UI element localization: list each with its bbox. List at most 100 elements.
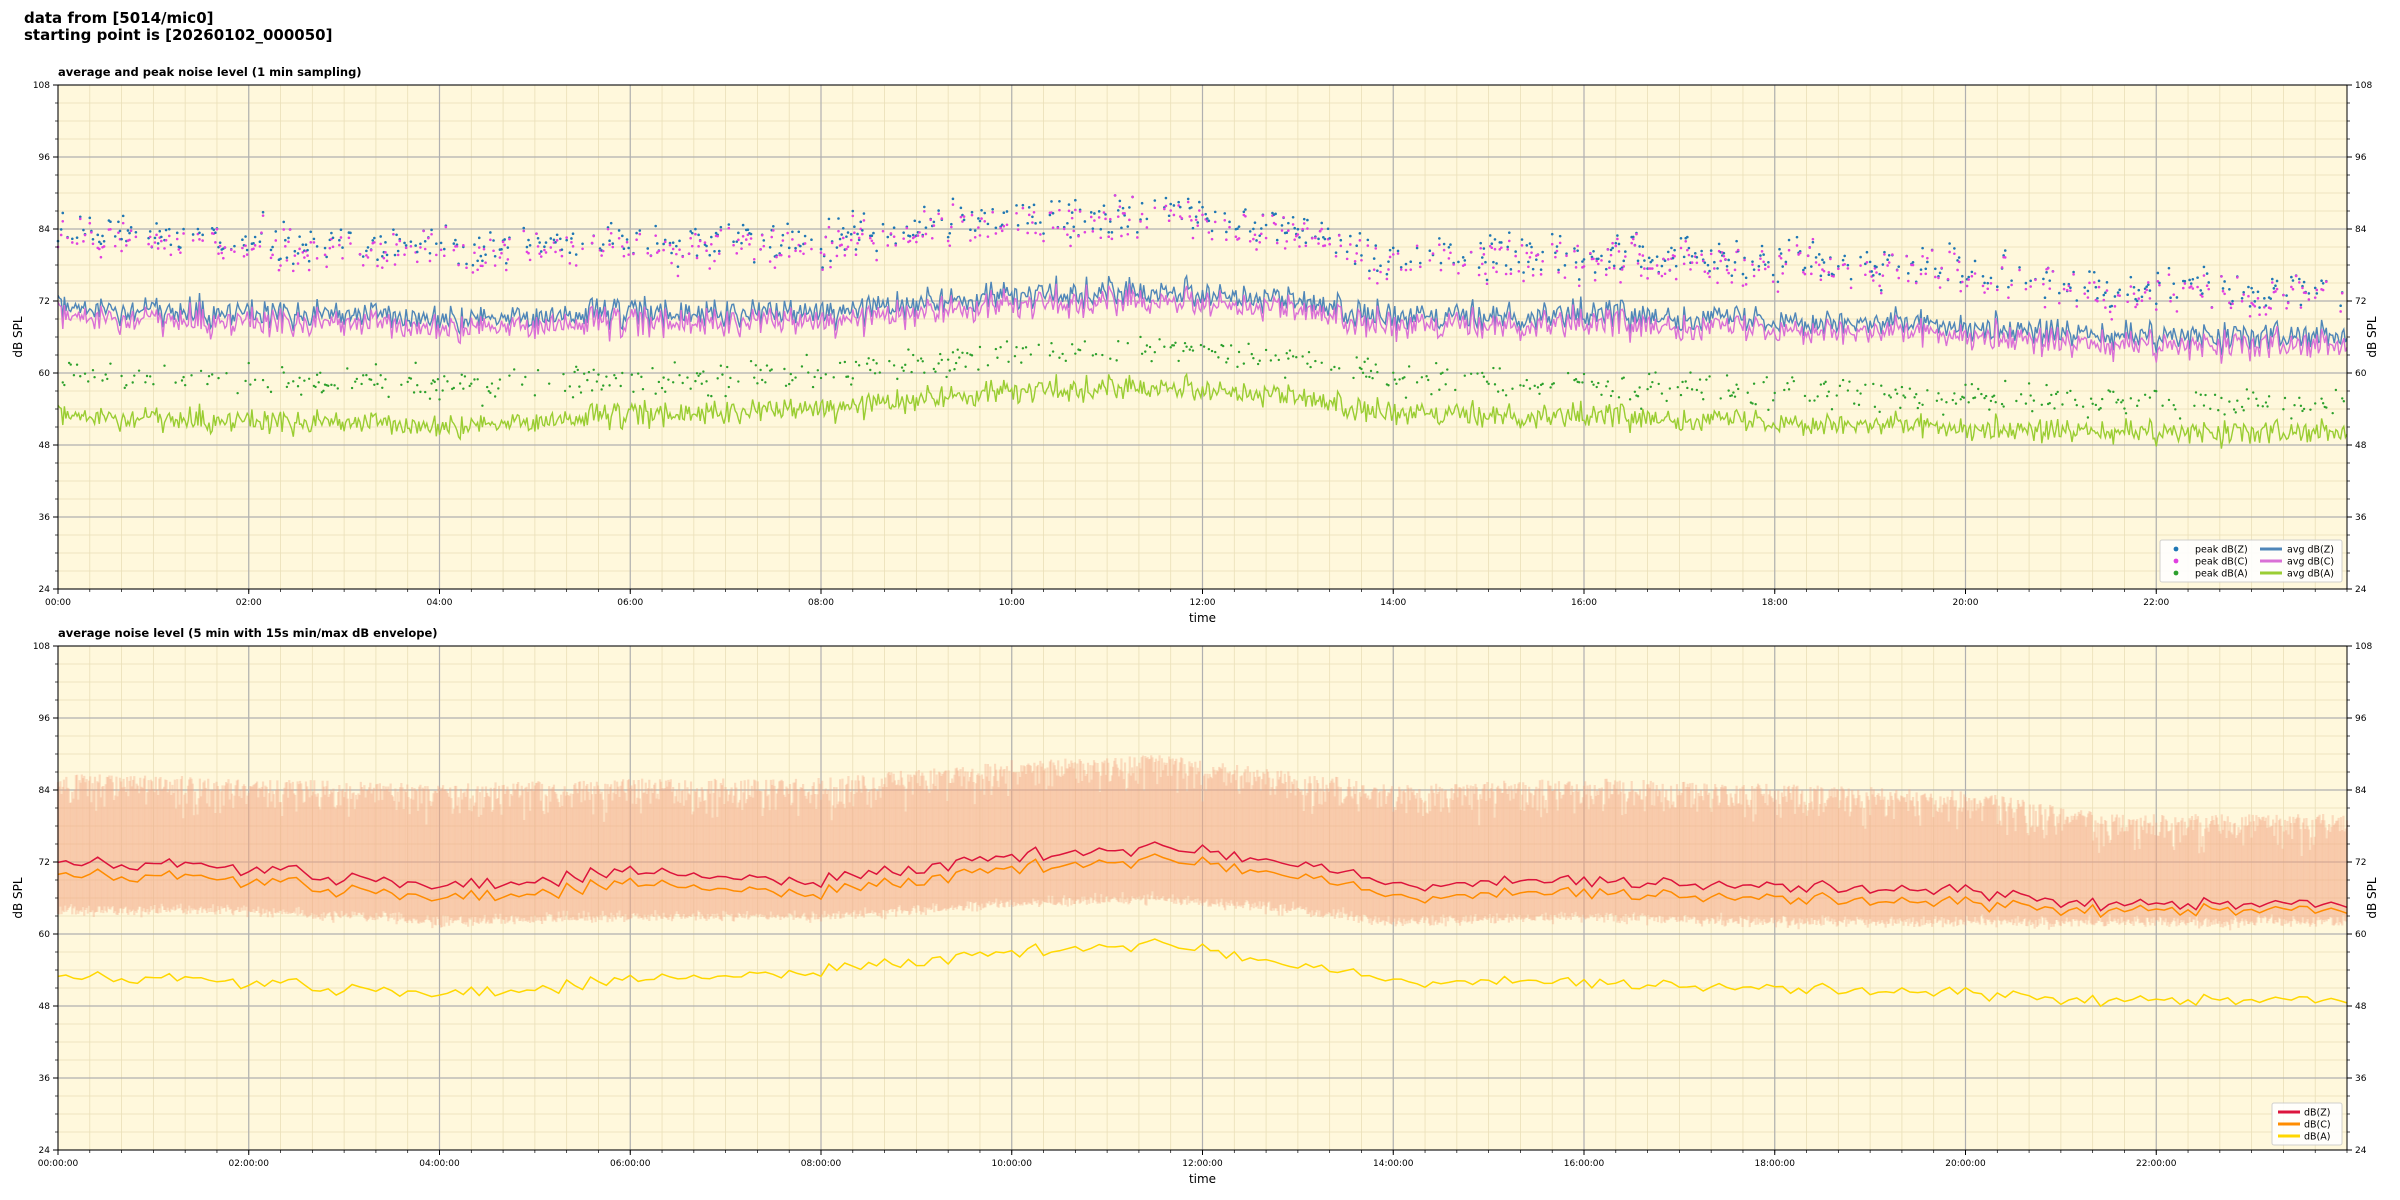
line-dbz	[57, 841, 2348, 912]
peak-dbz-point	[1517, 260, 1521, 264]
peak-dbc-point	[535, 232, 538, 235]
peak-dba-point	[700, 382, 703, 385]
x-tick-label: 10:00	[999, 598, 1025, 608]
peak-dbz-point	[2057, 291, 2061, 295]
x-tick-label: 18:00:00	[1755, 1159, 1796, 1169]
peak-dbc-point	[924, 232, 928, 236]
peak-dbz-point	[543, 245, 546, 249]
peak-dba-point	[1822, 382, 1826, 385]
peak-dbc-point	[886, 244, 890, 247]
peak-dba-point	[493, 395, 497, 398]
peak-dba-point	[2240, 405, 2244, 409]
peak-dbc-point	[1577, 284, 1581, 288]
peak-dbc-point	[75, 242, 79, 245]
peak-dbc-point	[233, 250, 236, 253]
peak-dbz-point	[2313, 286, 2317, 290]
peak-dbc-point	[1608, 266, 1611, 270]
peak-dbz-point	[396, 249, 400, 253]
peak-dba-point	[244, 379, 247, 383]
peak-dbc-point	[670, 261, 673, 265]
peak-dbz-point	[1706, 263, 1710, 267]
peak-dbz-point	[1228, 220, 1231, 224]
peak-dba-point	[721, 373, 724, 376]
peak-dbc-point	[1287, 229, 1290, 232]
peak-dbz-point	[986, 222, 990, 226]
peak-dbc-point	[632, 252, 635, 256]
peak-dba-point	[1992, 394, 1996, 397]
peak-dba-point	[1476, 372, 1479, 375]
peak-dba-point	[1736, 387, 1740, 391]
peak-dba-point	[1538, 392, 1541, 395]
peak-dba-point	[1689, 371, 1692, 374]
peak-dbc-point	[1563, 276, 1567, 279]
peak-dba-point	[1552, 382, 1555, 385]
peak-dba-point	[287, 381, 290, 385]
peak-dba-point	[875, 362, 878, 365]
peak-dba-point	[1371, 377, 1374, 380]
peak-dba-point	[2121, 399, 2125, 402]
peak-dbc-point	[717, 252, 721, 256]
peak-dba-point	[1751, 402, 1754, 405]
peak-dbc-point	[708, 267, 712, 270]
peak-dbz-point	[1717, 242, 1721, 246]
peak-dbc-point	[369, 248, 373, 252]
peak-dbz-point	[1592, 250, 1595, 253]
peak-dbc-point	[1120, 234, 1123, 238]
peak-dbc-point	[214, 241, 217, 244]
peak-dbc-point	[1015, 211, 1018, 215]
peak-dba-point	[737, 380, 740, 383]
y-tick-label: 108	[33, 81, 50, 91]
peak-dbc-point	[2169, 299, 2172, 303]
peak-dbc-point	[1593, 278, 1597, 282]
x-tick-label: 14:00	[1380, 598, 1406, 608]
line-dba	[57, 938, 2348, 1008]
peak-dba-point	[576, 368, 579, 372]
peak-dbc-point	[1795, 244, 1799, 247]
peak-dba-point	[452, 386, 456, 390]
peak-dbc-point	[1507, 239, 1511, 243]
peak-dbz-point	[1868, 260, 1872, 264]
peak-dbc-point	[1415, 244, 1419, 248]
peak-dbc-point	[2298, 281, 2301, 284]
peak-dbc-point	[841, 236, 845, 240]
peak-dbc-point	[1619, 281, 1622, 284]
peak-dba-point	[319, 371, 322, 374]
peak-dbc-point	[258, 245, 262, 248]
peak-dbz-point	[1624, 250, 1627, 253]
legend-label: peak dB(A)	[2195, 569, 2248, 580]
peak-dba-point	[1277, 358, 1281, 362]
peak-dba-point	[1959, 398, 1962, 401]
peak-dbc-point	[1926, 256, 1929, 260]
peak-dbz-point	[689, 230, 692, 233]
peak-dbc-point	[1895, 269, 1899, 272]
peak-dbz-point	[872, 231, 875, 235]
peak-dbc-point	[881, 229, 885, 233]
peak-dbc-point	[1803, 272, 1807, 276]
peak-dba-point	[1679, 393, 1683, 397]
peak-dba-point	[133, 374, 136, 377]
peak-dba-point	[1700, 391, 1703, 394]
peak-scatter	[56, 194, 2346, 420]
peak-dba-point	[1973, 396, 1977, 399]
peak-dbz-point	[279, 257, 282, 261]
peak-dbc-point	[601, 249, 605, 253]
peak-dbc-point	[1657, 272, 1661, 275]
y-tick-label: 72	[39, 858, 50, 868]
peak-dbz-point	[2105, 281, 2109, 284]
peak-dbc-point	[779, 253, 783, 257]
peak-dbc-point	[1760, 250, 1764, 253]
peak-dbc-point	[1959, 289, 1963, 293]
peak-dbz-point	[1670, 246, 1673, 250]
peak-dbz-point	[1819, 274, 1823, 278]
peak-dbz-point	[2129, 275, 2133, 279]
peak-dba-point	[910, 370, 913, 374]
peak-dbz-point	[1493, 238, 1497, 241]
peak-dbz-point	[1107, 230, 1111, 234]
peak-dbz-point	[950, 222, 953, 226]
x-tick-label: 12:00	[1190, 598, 1216, 608]
peak-dba-point	[2314, 402, 2317, 405]
peak-dbc-point	[498, 256, 502, 259]
peak-dbc-point	[950, 225, 953, 229]
peak-dbc-point	[288, 228, 292, 231]
peak-dba-point	[2341, 397, 2344, 400]
